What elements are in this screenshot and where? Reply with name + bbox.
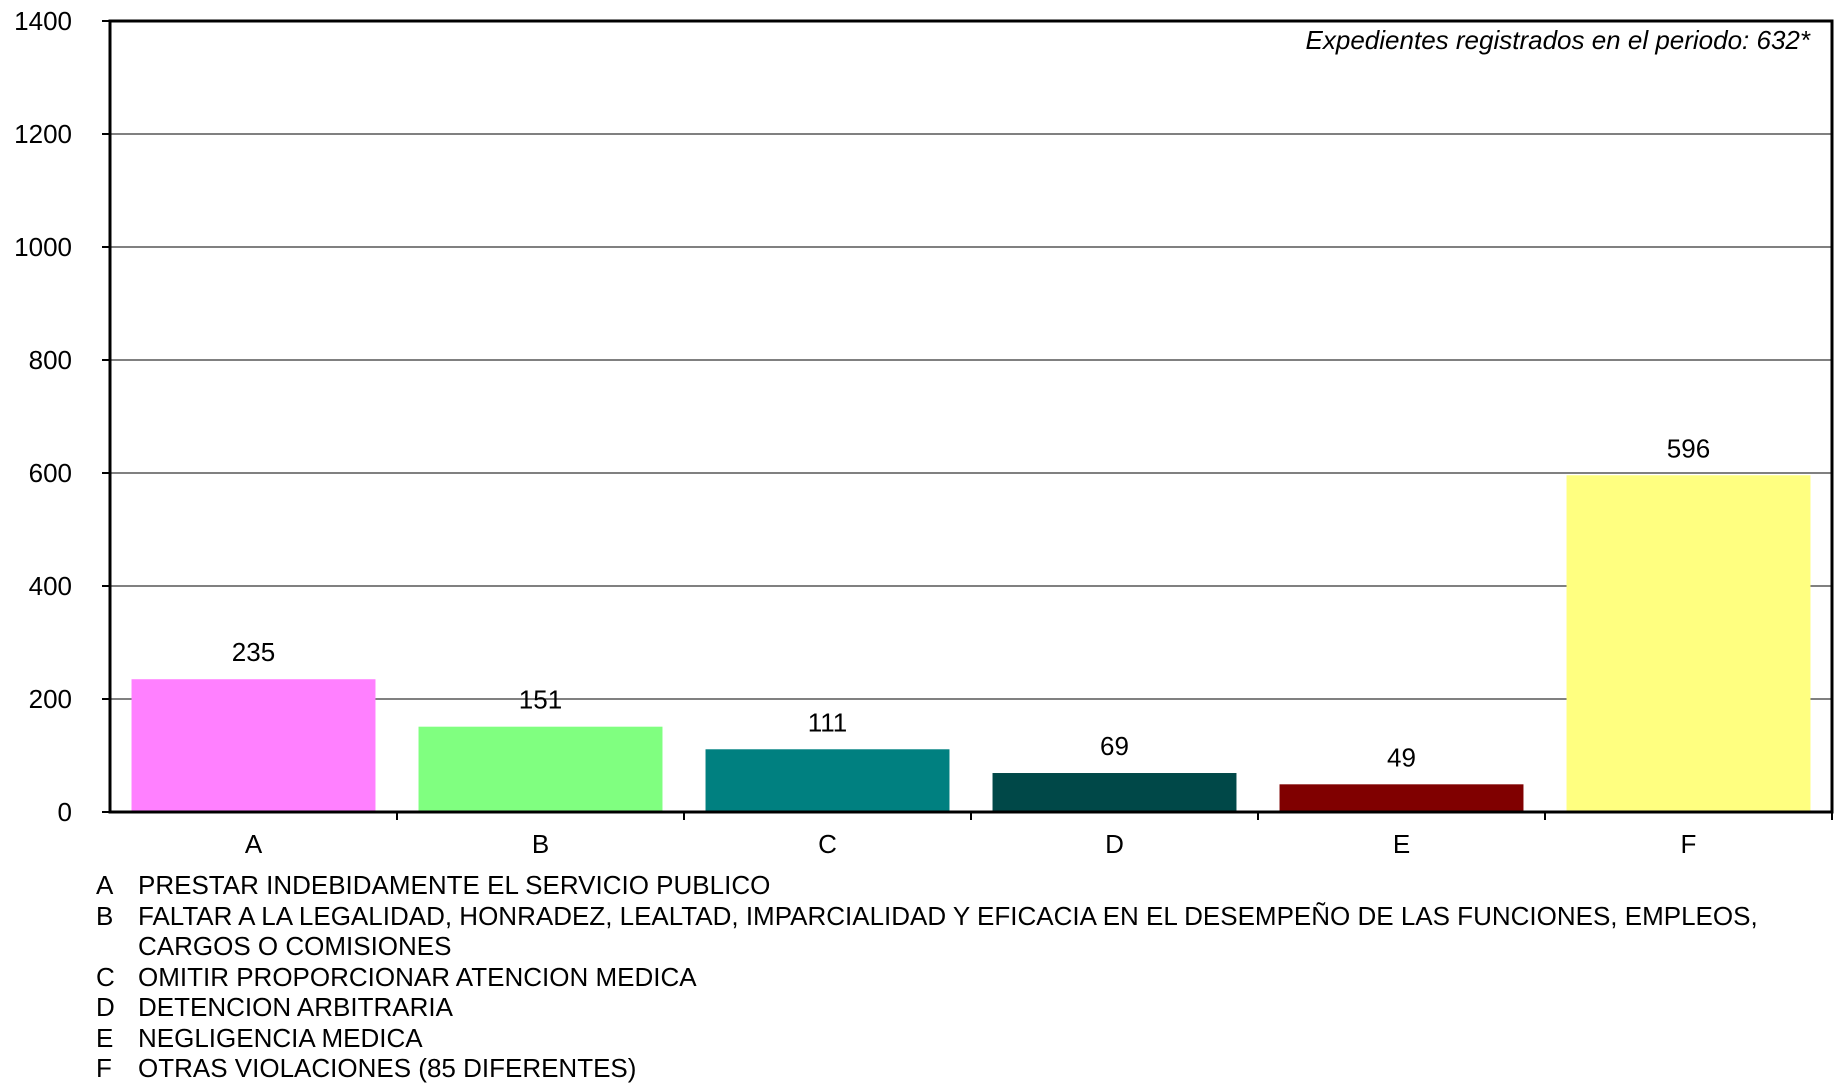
legend-text: PRESTAR INDEBIDAMENTE EL SERVICIO PUBLIC… <box>138 870 771 900</box>
legend-letter: C <box>96 961 115 992</box>
bar-a <box>131 679 376 812</box>
y-tick-label: 400 <box>29 571 72 601</box>
x-tick-label: A <box>245 829 263 859</box>
legend-text: OMITIR PROPORCIONAR ATENCION MEDICA <box>138 961 697 992</box>
y-tick-label: 1000 <box>14 232 72 262</box>
bar-b <box>418 726 663 812</box>
y-tick-label: 200 <box>29 684 72 714</box>
y-tick-label: 800 <box>29 345 72 375</box>
legend-letter: F <box>96 1053 112 1083</box>
legend-item-f: F OTRAS VIOLACIONES (85 DIFERENTES) <box>96 1053 1816 1084</box>
legend-text: OTRAS VIOLACIONES (85 DIFERENTES) <box>138 1053 637 1083</box>
category-legend: A PRESTAR INDEBIDAMENTE EL SERVICIO PUBLI… <box>96 870 1816 1084</box>
bar-value-label: 596 <box>1667 433 1710 463</box>
legend-item-b: B FALTAR A LA LEGALIDAD, HONRADEZ, LEALTA… <box>96 901 1816 962</box>
bar-d <box>992 773 1237 812</box>
x-axis-ticks: A B C D E F <box>245 812 1833 859</box>
x-tick-label: E <box>1393 829 1410 859</box>
bars <box>131 475 1811 812</box>
legend-text: DETENCION ARBITRARIA <box>138 992 453 1022</box>
legend-text: FALTAR A LA LEGALIDAD, HONRADEZ, LEALTAD… <box>138 900 1758 962</box>
legend-item-e: E NEGLIGENCIA MEDICA <box>96 1023 1816 1054</box>
legend-letter: B <box>96 900 114 931</box>
bar-chart: 235 151 111 69 49 596 0 200 400 600 800 1000 1200 14… <box>14 6 1834 859</box>
x-tick-label: B <box>532 829 549 859</box>
bar-value-label: 151 <box>519 685 562 715</box>
y-tick-label: 0 <box>58 797 72 827</box>
legend-item-c: C OMITIR PROPORCIONAR ATENCION MEDICA <box>96 962 1816 993</box>
plot-frame <box>108 19 1834 814</box>
bar-value-label: 111 <box>808 707 848 737</box>
legend-letter: A <box>96 870 114 900</box>
y-tick-label: 1400 <box>14 6 72 36</box>
bar-value-label: 49 <box>1387 742 1416 772</box>
bar-c <box>705 749 950 812</box>
legend-item-a: A PRESTAR INDEBIDAMENTE EL SERVICIO PUBLI… <box>96 870 1816 901</box>
gridlines <box>110 133 1832 700</box>
data-labels: 235 151 111 69 49 596 <box>232 433 1710 772</box>
legend-letter: E <box>96 1022 114 1053</box>
bar-value-label: 235 <box>232 637 275 667</box>
y-tick-label: 1200 <box>14 119 72 149</box>
x-tick-label: D <box>1105 829 1124 859</box>
x-tick-label: F <box>1681 829 1697 859</box>
legend-item-d: D DETENCION ARBITRARIA <box>96 992 1816 1023</box>
chart-annotation: Expedientes registrados en el periodo: 6… <box>1306 25 1811 55</box>
legend-text: NEGLIGENCIA MEDICA <box>138 1022 423 1053</box>
bar-e <box>1279 784 1524 812</box>
legend-letter: D <box>96 992 115 1022</box>
bar-value-label: 69 <box>1100 731 1129 761</box>
bar-f <box>1566 475 1811 812</box>
x-tick-label: C <box>818 829 837 859</box>
y-axis-ticks: 0 200 400 600 800 1000 1200 1400 <box>14 6 110 827</box>
y-tick-label: 600 <box>29 458 72 488</box>
